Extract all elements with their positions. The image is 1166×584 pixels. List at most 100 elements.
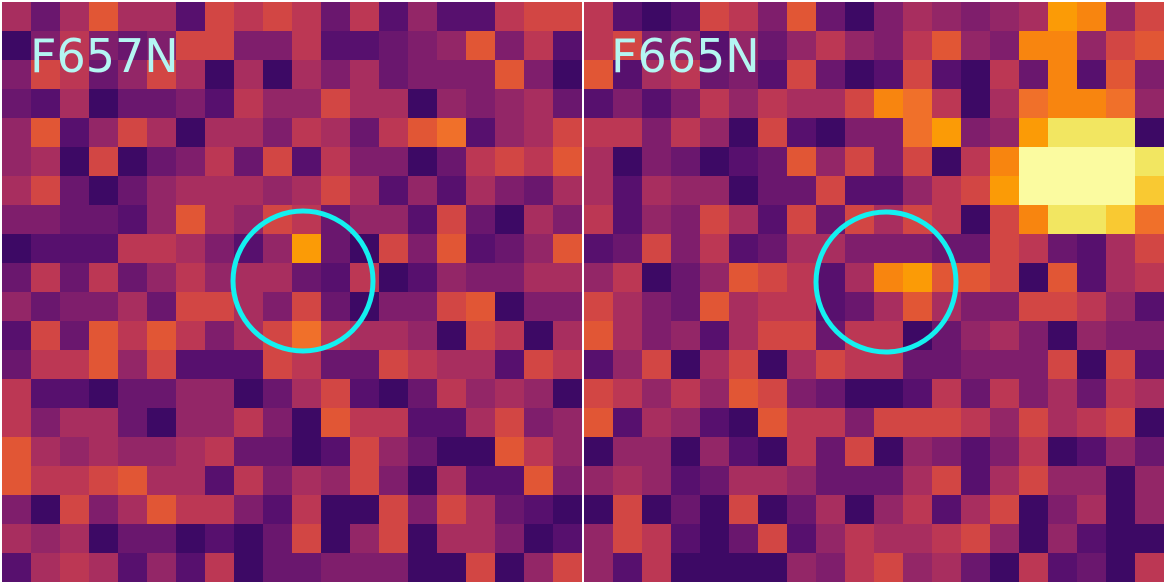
filter-label: F657N bbox=[30, 29, 179, 83]
pixel bbox=[671, 379, 700, 408]
pixel bbox=[758, 466, 787, 495]
pixel bbox=[990, 495, 1019, 524]
pixel bbox=[263, 147, 292, 176]
pixel bbox=[292, 466, 321, 495]
pixel bbox=[379, 31, 408, 60]
pixel bbox=[118, 524, 147, 553]
pixel bbox=[89, 350, 118, 379]
pixel bbox=[350, 524, 379, 553]
pixel bbox=[816, 118, 845, 147]
pixel bbox=[758, 147, 787, 176]
pixel bbox=[408, 379, 437, 408]
pixel bbox=[1135, 437, 1164, 466]
pixel bbox=[292, 292, 321, 321]
pixel bbox=[700, 408, 729, 437]
pixel bbox=[553, 292, 582, 321]
pixel bbox=[379, 350, 408, 379]
pixel bbox=[613, 437, 642, 466]
pixel bbox=[437, 263, 466, 292]
pixel bbox=[1019, 31, 1048, 60]
pixel bbox=[553, 321, 582, 350]
pixel bbox=[845, 292, 874, 321]
pixel bbox=[147, 379, 176, 408]
pixel bbox=[321, 31, 350, 60]
pixel bbox=[379, 263, 408, 292]
pixel bbox=[700, 466, 729, 495]
pixel bbox=[932, 205, 961, 234]
pixel bbox=[31, 234, 60, 263]
pixel bbox=[379, 466, 408, 495]
pixel bbox=[990, 263, 1019, 292]
pixel bbox=[642, 350, 671, 379]
pixel bbox=[990, 205, 1019, 234]
pixel bbox=[379, 408, 408, 437]
pixel bbox=[758, 495, 787, 524]
pixel bbox=[176, 466, 205, 495]
pixel bbox=[292, 379, 321, 408]
pixel bbox=[787, 408, 816, 437]
pixel bbox=[31, 60, 60, 89]
pixel bbox=[263, 234, 292, 263]
pixel bbox=[584, 60, 613, 89]
pixel bbox=[1019, 176, 1048, 205]
pixel bbox=[816, 379, 845, 408]
pixel bbox=[613, 89, 642, 118]
pixel bbox=[147, 321, 176, 350]
pixel bbox=[758, 437, 787, 466]
pixel bbox=[89, 176, 118, 205]
pixel bbox=[1106, 350, 1135, 379]
pixel bbox=[234, 2, 263, 31]
pixel bbox=[1019, 437, 1048, 466]
pixel bbox=[379, 379, 408, 408]
pixel bbox=[1135, 2, 1164, 31]
pixel bbox=[437, 205, 466, 234]
pixel bbox=[118, 31, 147, 60]
pixel bbox=[642, 495, 671, 524]
pixel bbox=[961, 263, 990, 292]
pixel bbox=[292, 553, 321, 582]
pixel bbox=[700, 263, 729, 292]
pixel bbox=[613, 350, 642, 379]
pixel bbox=[205, 205, 234, 234]
pixel bbox=[845, 60, 874, 89]
pixel bbox=[524, 408, 553, 437]
pixel bbox=[31, 292, 60, 321]
image-panel bbox=[2, 2, 582, 582]
pixel bbox=[613, 118, 642, 147]
pixel bbox=[671, 524, 700, 553]
pixel bbox=[642, 205, 671, 234]
pixel bbox=[89, 263, 118, 292]
pixel bbox=[845, 118, 874, 147]
pixel bbox=[1019, 2, 1048, 31]
pixel bbox=[553, 379, 582, 408]
pixel bbox=[1077, 89, 1106, 118]
pixel bbox=[350, 31, 379, 60]
pixel bbox=[263, 89, 292, 118]
pixel bbox=[903, 147, 932, 176]
pixel bbox=[613, 292, 642, 321]
pixel bbox=[437, 89, 466, 118]
pixel bbox=[176, 205, 205, 234]
pixel bbox=[816, 350, 845, 379]
pixel bbox=[553, 60, 582, 89]
pixel bbox=[961, 292, 990, 321]
pixel bbox=[1019, 89, 1048, 118]
pixel bbox=[524, 437, 553, 466]
pixel bbox=[758, 408, 787, 437]
pixel bbox=[524, 379, 553, 408]
pixel bbox=[584, 118, 613, 147]
pixel bbox=[961, 524, 990, 553]
pixel bbox=[350, 205, 379, 234]
pixel bbox=[671, 553, 700, 582]
pixel bbox=[379, 60, 408, 89]
pixel bbox=[1077, 263, 1106, 292]
pixel bbox=[1019, 524, 1048, 553]
pixel bbox=[990, 60, 1019, 89]
pixel bbox=[524, 2, 553, 31]
pixel bbox=[1106, 408, 1135, 437]
pixel bbox=[758, 2, 787, 31]
pixel bbox=[495, 89, 524, 118]
pixel bbox=[553, 205, 582, 234]
pixel bbox=[1019, 350, 1048, 379]
